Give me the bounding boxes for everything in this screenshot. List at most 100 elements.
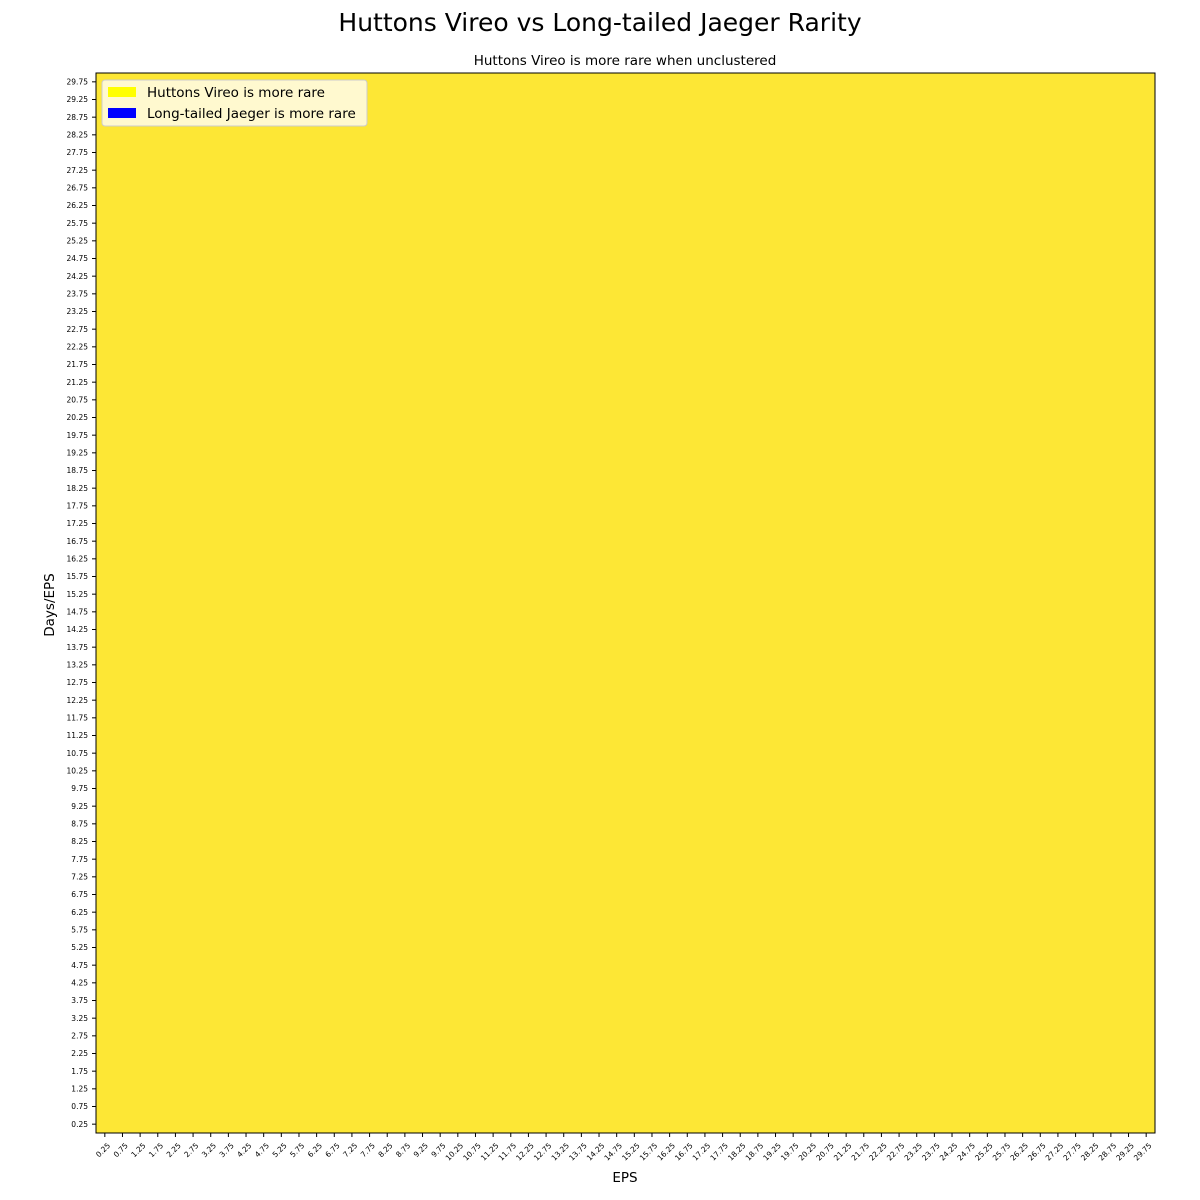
y-tick-label: 17.25 [67, 519, 89, 528]
y-tick-label: 18.25 [67, 484, 89, 493]
y-tick-label: 27.75 [67, 148, 89, 157]
y-tick-label: 6.75 [71, 890, 88, 899]
y-tick-label: 15.75 [67, 572, 89, 581]
x-tick-label: 13.25 [550, 1141, 572, 1163]
y-tick-label: 7.75 [71, 855, 88, 864]
y-tick-label: 21.75 [67, 360, 89, 369]
x-tick-label: 14.75 [602, 1141, 624, 1163]
y-tick-label: 21.25 [67, 378, 89, 387]
x-tick-label: 25.75 [991, 1141, 1013, 1163]
y-axis-ticks: 0.25 0.75 1.25 1.75 2.25 2.75 3.25 3.75 4.25 4.75… [67, 78, 96, 1129]
y-tick-label: 15.25 [67, 590, 89, 599]
x-tick-label: 23.75 [920, 1141, 942, 1163]
x-tick-label: 24.25 [938, 1141, 960, 1163]
y-tick-label: 22.75 [67, 325, 89, 334]
x-tick-label: 29.75 [1132, 1141, 1154, 1163]
x-axis-ticks: 0.25 0.75 1.25 1.75 2.25 2.75 3.25 3.75 4.25 4.75… [94, 1133, 1154, 1163]
x-tick-label: 3.75 [218, 1141, 236, 1159]
x-tick-label: 18.25 [726, 1141, 748, 1163]
legend-swatch-huttons-vireo [108, 87, 136, 97]
y-tick-label: 20.75 [67, 396, 89, 405]
y-tick-label: 5.75 [71, 926, 88, 935]
y-tick-label: 11.75 [67, 714, 89, 723]
y-tick-label: 29.75 [67, 78, 89, 87]
y-tick-label: 25.75 [67, 219, 89, 228]
y-tick-label: 5.25 [71, 943, 88, 952]
x-tick-label: 23.25 [903, 1141, 925, 1163]
x-tick-label: 19.25 [761, 1141, 783, 1163]
x-tick-label: 22.25 [867, 1141, 889, 1163]
y-tick-label: 26.75 [67, 184, 89, 193]
y-tick-label: 3.25 [71, 1014, 88, 1023]
x-tick-label: 10.75 [461, 1141, 483, 1163]
y-tick-label: 23.25 [67, 307, 89, 316]
x-tick-label: 25.25 [973, 1141, 995, 1163]
y-tick-label: 20.25 [67, 413, 89, 422]
x-tick-label: 1.25 [129, 1141, 147, 1159]
x-tick-label: 13.75 [567, 1141, 589, 1163]
y-tick-label: 13.25 [67, 661, 89, 670]
y-tick-label: 24.25 [67, 272, 89, 281]
y-tick-label: 28.75 [67, 113, 89, 122]
x-tick-label: 16.75 [673, 1141, 695, 1163]
x-tick-label: 17.75 [708, 1141, 730, 1163]
y-tick-label: 27.25 [67, 166, 89, 175]
x-tick-label: 15.25 [620, 1141, 642, 1163]
y-axis-label: Days/EPS [42, 573, 58, 636]
y-tick-label: 0.75 [71, 1102, 88, 1111]
y-tick-label: 14.75 [67, 608, 89, 617]
x-tick-label: 18.75 [744, 1141, 766, 1163]
y-tick-label: 19.75 [67, 431, 89, 440]
y-tick-label: 0.25 [71, 1120, 88, 1129]
x-axis-label: EPS [612, 1170, 637, 1186]
x-tick-label: 12.75 [532, 1141, 554, 1163]
x-tick-label: 8.25 [376, 1141, 394, 1159]
x-tick-label: 10.25 [444, 1141, 466, 1163]
y-tick-label: 9.25 [71, 802, 88, 811]
y-tick-label: 7.25 [71, 873, 88, 882]
x-tick-label: 26.75 [1026, 1141, 1048, 1163]
x-tick-label: 9.25 [412, 1141, 430, 1159]
x-tick-label: 27.25 [1044, 1141, 1066, 1163]
y-tick-label: 10.75 [67, 749, 89, 758]
x-tick-label: 11.25 [479, 1141, 501, 1163]
legend-box [101, 79, 368, 127]
x-tick-label: 22.75 [885, 1141, 907, 1163]
x-tick-label: 17.25 [691, 1141, 713, 1163]
y-tick-label: 26.25 [67, 201, 89, 210]
y-tick-label: 3.75 [71, 996, 88, 1005]
legend-label-long-tailed-jaeger: Long-tailed Jaeger is more rare [147, 106, 356, 122]
legend-swatch-long-tailed-jaeger [108, 108, 136, 118]
y-tick-label: 29.25 [67, 95, 89, 104]
x-tick-label: 14.25 [585, 1141, 607, 1163]
y-tick-label: 28.25 [67, 131, 89, 140]
y-tick-label: 8.75 [71, 820, 88, 829]
x-tick-label: 19.75 [779, 1141, 801, 1163]
y-tick-label: 14.25 [67, 625, 89, 634]
chart-subtitle: Huttons Vireo is more rare when uncluste… [474, 53, 777, 69]
y-tick-label: 22.25 [67, 343, 89, 352]
y-tick-label: 1.75 [71, 1067, 88, 1076]
y-tick-label: 23.75 [67, 290, 89, 299]
y-tick-label: 19.25 [67, 449, 89, 458]
x-tick-label: 21.25 [832, 1141, 854, 1163]
x-tick-label: 7.75 [359, 1141, 377, 1159]
y-tick-label: 9.75 [71, 784, 88, 793]
y-tick-label: 13.75 [67, 643, 89, 652]
y-tick-label: 4.25 [71, 979, 88, 988]
heatmap-fill [96, 73, 1155, 1133]
x-tick-label: 16.25 [655, 1141, 677, 1163]
x-tick-label: 1.75 [147, 1141, 165, 1159]
x-tick-label: 11.75 [497, 1141, 519, 1163]
x-tick-label: 15.75 [638, 1141, 660, 1163]
y-tick-label: 11.25 [67, 731, 89, 740]
x-tick-label: 4.25 [235, 1141, 253, 1159]
x-tick-label: 8.75 [394, 1141, 412, 1159]
x-tick-label: 5.75 [288, 1141, 306, 1159]
x-tick-label: 12.25 [514, 1141, 536, 1163]
y-tick-label: 2.75 [71, 1032, 88, 1041]
x-tick-label: 3.25 [200, 1141, 218, 1159]
x-tick-label: 28.25 [1079, 1141, 1101, 1163]
y-tick-label: 1.25 [71, 1085, 88, 1094]
